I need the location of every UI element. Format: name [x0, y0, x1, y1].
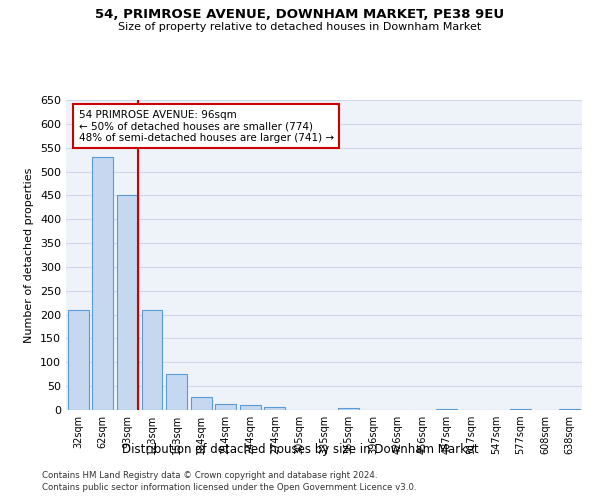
Y-axis label: Number of detached properties: Number of detached properties: [25, 168, 34, 342]
Bar: [436, 409, 457, 410]
Bar: [117, 196, 138, 410]
Text: Distribution of detached houses by size in Downham Market: Distribution of detached houses by size …: [122, 442, 478, 456]
Text: 54 PRIMROSE AVENUE: 96sqm
← 50% of detached houses are smaller (774)
48% of semi: 54 PRIMROSE AVENUE: 96sqm ← 50% of detac…: [79, 110, 334, 142]
Bar: [142, 310, 163, 410]
Bar: [510, 408, 531, 410]
Bar: [68, 310, 89, 410]
Bar: [338, 408, 359, 410]
Bar: [240, 405, 261, 410]
Bar: [92, 157, 113, 410]
Bar: [191, 397, 212, 410]
Bar: [166, 374, 187, 410]
Text: 54, PRIMROSE AVENUE, DOWNHAM MARKET, PE38 9EU: 54, PRIMROSE AVENUE, DOWNHAM MARKET, PE3…: [95, 8, 505, 20]
Bar: [559, 409, 580, 410]
Text: Contains HM Land Registry data © Crown copyright and database right 2024.: Contains HM Land Registry data © Crown c…: [42, 471, 377, 480]
Bar: [265, 407, 286, 410]
Text: Size of property relative to detached houses in Downham Market: Size of property relative to detached ho…: [118, 22, 482, 32]
Bar: [215, 404, 236, 410]
Text: Contains public sector information licensed under the Open Government Licence v3: Contains public sector information licen…: [42, 484, 416, 492]
